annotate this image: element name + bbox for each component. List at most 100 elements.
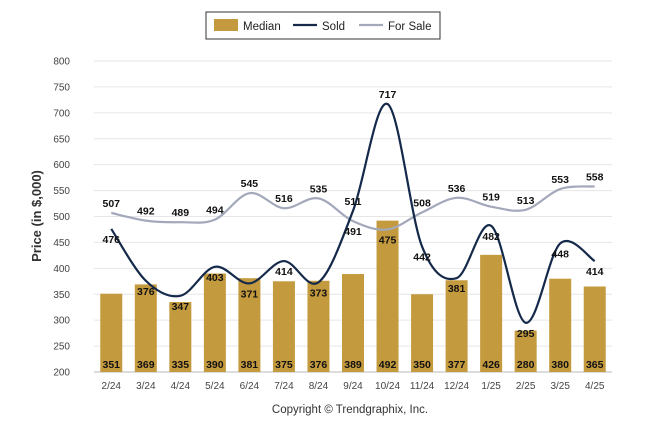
median-bar — [203, 273, 226, 372]
median-bar-label: 335 — [172, 359, 190, 371]
chart-legend: Median Sold For Sale — [205, 11, 441, 40]
median-bar — [134, 284, 157, 372]
x-tick-label: 12/24 — [444, 381, 469, 392]
y-tick-label: 200 — [53, 368, 70, 379]
y-tick-label: 650 — [53, 134, 70, 145]
median-bar-label: 350 — [413, 359, 431, 371]
for-sale-value-label: 553 — [551, 174, 569, 186]
y-tick-label: 400 — [53, 264, 70, 275]
median-bar-label: 389 — [344, 359, 362, 371]
x-tick-label: 7/24 — [274, 381, 294, 392]
y-tick-label: 800 — [53, 57, 70, 68]
legend-swatch-median — [214, 19, 238, 31]
for-sale-value-label: 494 — [206, 205, 224, 217]
legend-label-sold: Sold — [322, 21, 345, 33]
for-sale-value-label: 507 — [103, 198, 121, 210]
for-sale-value-label: 475 — [379, 234, 397, 246]
line-data-labels: 476 507 376 492 347 489 403 494 371 545 414 516 373 5… — [103, 89, 604, 340]
median-bar — [342, 274, 364, 372]
median-bar-label: 492 — [379, 359, 397, 371]
median-bar-label: 369 — [137, 359, 155, 371]
sold-value-label: 448 — [551, 248, 569, 260]
median-bar — [514, 330, 537, 372]
for-sale-value-label: 491 — [344, 226, 362, 238]
sold-value-label: 442 — [413, 252, 431, 264]
for-sale-value-label: 516 — [275, 193, 293, 205]
legend-box — [205, 11, 441, 40]
x-tick-label: 3/25 — [550, 381, 570, 392]
median-bar-label: 390 — [206, 359, 224, 371]
median-bar-label: 351 — [103, 359, 121, 371]
y-axis-title: Price (in $,000) — [29, 170, 44, 262]
for-sale-value-label: 558 — [586, 171, 604, 183]
sold-value-label: 482 — [482, 231, 500, 243]
y-tick-label: 250 — [53, 342, 70, 353]
legend-label-for-sale: For Sale — [388, 21, 431, 33]
sold-value-label: 511 — [345, 196, 362, 208]
sold-value-label: 371 — [241, 288, 259, 300]
sold-value-label: 373 — [310, 287, 328, 299]
median-bar-label: 376 — [310, 359, 328, 371]
median-bar — [411, 294, 434, 372]
for-sale-value-label: 545 — [241, 178, 259, 190]
median-bar-label: 381 — [241, 359, 259, 371]
x-tick-label: 11/24 — [410, 381, 435, 392]
y-tick-label: 700 — [53, 108, 70, 119]
median-bars — [100, 220, 606, 372]
x-tick-label: 4/25 — [585, 381, 605, 392]
for-sale-value-label: 519 — [482, 192, 500, 204]
sold-value-label: 381 — [448, 283, 466, 295]
sold-value-label: 295 — [517, 328, 535, 340]
sold-value-label: 347 — [172, 301, 190, 313]
y-tick-label: 600 — [53, 160, 70, 171]
for-sale-value-label: 489 — [172, 207, 190, 219]
sold-value-label: 717 — [379, 89, 397, 101]
sold-value-label: 414 — [586, 266, 604, 278]
copyright-footer: Copyright © Trendgraphix, Inc. — [272, 404, 428, 416]
median-bar-label: 426 — [482, 359, 500, 371]
median-bar-label: 380 — [551, 359, 569, 371]
median-bar — [480, 254, 503, 372]
sold-value-label: 403 — [206, 272, 224, 284]
sold-value-label: 476 — [103, 234, 121, 246]
y-tick-label: 500 — [53, 212, 70, 223]
x-tick-label: 6/24 — [240, 381, 260, 392]
median-bar-label: 365 — [586, 359, 604, 371]
x-tick-label: 2/25 — [516, 381, 536, 392]
x-tick-label: 2/24 — [102, 381, 122, 392]
median-bar-label: 375 — [275, 359, 293, 371]
x-tick-label: 10/24 — [375, 381, 400, 392]
y-axis-ticks: 200 250 300 350 400 450 500 550 600 650 700 750 800 — [53, 57, 70, 379]
median-bar — [238, 278, 261, 372]
x-tick-label: 1/25 — [481, 381, 501, 392]
median-bar-labels: 351 369 335 390 381 375 376 389 492 350 377 426 280 3… — [103, 359, 604, 371]
y-tick-label: 350 — [53, 290, 70, 301]
median-bar — [583, 286, 606, 372]
median-bar — [307, 280, 330, 372]
y-tick-label: 450 — [53, 238, 70, 249]
for-sale-value-label: 492 — [137, 206, 155, 218]
median-bar — [169, 302, 192, 372]
for-sale-value-label: 513 — [517, 195, 535, 207]
x-tick-label: 3/24 — [136, 381, 156, 392]
x-tick-label: 9/24 — [343, 381, 363, 392]
legend-label-median: Median — [243, 21, 281, 33]
for-sale-value-label: 536 — [448, 183, 466, 195]
median-bar-label: 377 — [448, 359, 466, 371]
y-tick-label: 550 — [53, 186, 70, 197]
median-bar — [100, 293, 123, 372]
sold-series-line — [110, 102, 596, 324]
x-tick-label: 8/24 — [309, 381, 329, 392]
sold-value-label: 376 — [137, 286, 155, 298]
y-tick-label: 300 — [53, 316, 70, 327]
x-tick-label: 4/24 — [171, 381, 191, 392]
x-axis-ticks: 2/24 3/24 4/24 5/24 6/24 7/24 8/24 9/24 10/24 11/… — [102, 381, 605, 392]
median-bar — [272, 281, 295, 372]
x-tick-label: 5/24 — [205, 381, 225, 392]
median-bar — [376, 220, 399, 372]
median-bar — [445, 280, 468, 372]
for-sale-value-label: 508 — [413, 197, 431, 209]
grid-lines — [94, 60, 612, 347]
median-bar-label: 280 — [517, 359, 535, 371]
